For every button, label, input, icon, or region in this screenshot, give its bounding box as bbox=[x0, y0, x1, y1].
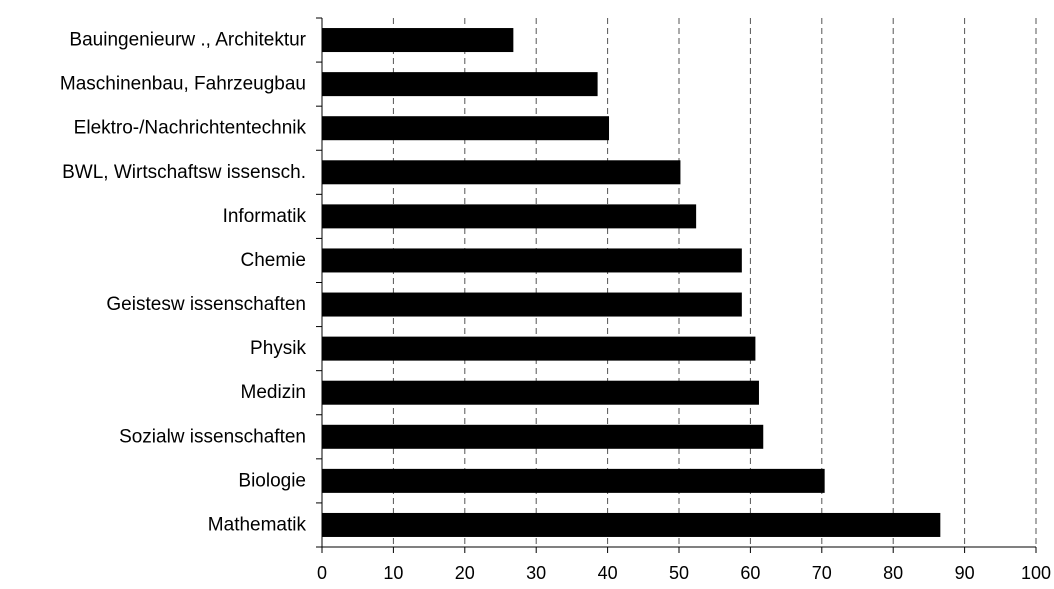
category-label: Geistesw issenschaften bbox=[106, 294, 306, 315]
bar bbox=[322, 116, 610, 141]
x-tick-label: 20 bbox=[455, 563, 475, 583]
x-axis-ticks: 0 10 20 30 40 50 60 70 80 90 100 bbox=[317, 547, 1051, 583]
x-tick-label: 90 bbox=[955, 563, 975, 583]
bar bbox=[322, 468, 825, 493]
category-label: Informatik bbox=[223, 206, 307, 227]
x-tick-label: 40 bbox=[598, 563, 618, 583]
x-tick-label: 30 bbox=[526, 563, 546, 583]
bar bbox=[322, 248, 742, 273]
category-label: Medizin bbox=[241, 382, 306, 403]
bar bbox=[322, 424, 764, 449]
bar bbox=[322, 72, 598, 97]
category-label: Elektro-/Nachrichtentechnik bbox=[74, 118, 307, 139]
category-label: Bauingenieurw ., Architektur bbox=[69, 30, 306, 51]
category-label: Sozialw issenschaften bbox=[119, 426, 306, 447]
category-label: Physik bbox=[250, 338, 306, 359]
x-tick-label: 60 bbox=[740, 563, 760, 583]
bar bbox=[322, 380, 759, 405]
category-label: Chemie bbox=[241, 250, 306, 271]
x-tick-label: 10 bbox=[383, 563, 403, 583]
x-tick-label: 100 bbox=[1021, 563, 1051, 583]
axes bbox=[316, 17, 1036, 548]
category-label: Biologie bbox=[238, 470, 306, 491]
bar bbox=[322, 336, 756, 361]
x-tick-label: 50 bbox=[669, 563, 689, 583]
category-labels: Bauingenieurw ., Architektur Maschinenbau… bbox=[60, 30, 307, 536]
bar bbox=[322, 204, 697, 229]
category-label: Mathematik bbox=[208, 514, 307, 535]
x-tick-label: 80 bbox=[883, 563, 903, 583]
bar bbox=[322, 160, 681, 185]
grid-lines bbox=[392, 18, 1037, 547]
bar bbox=[322, 292, 742, 317]
x-tick-label: 70 bbox=[812, 563, 832, 583]
bar bbox=[322, 512, 941, 537]
category-label: BWL, Wirtschaftsw issensch. bbox=[62, 162, 306, 183]
bar bbox=[322, 28, 514, 53]
x-tick-label: 0 bbox=[317, 563, 327, 583]
bars bbox=[322, 28, 941, 537]
category-label: Maschinenbau, Fahrzeugbau bbox=[60, 74, 306, 95]
